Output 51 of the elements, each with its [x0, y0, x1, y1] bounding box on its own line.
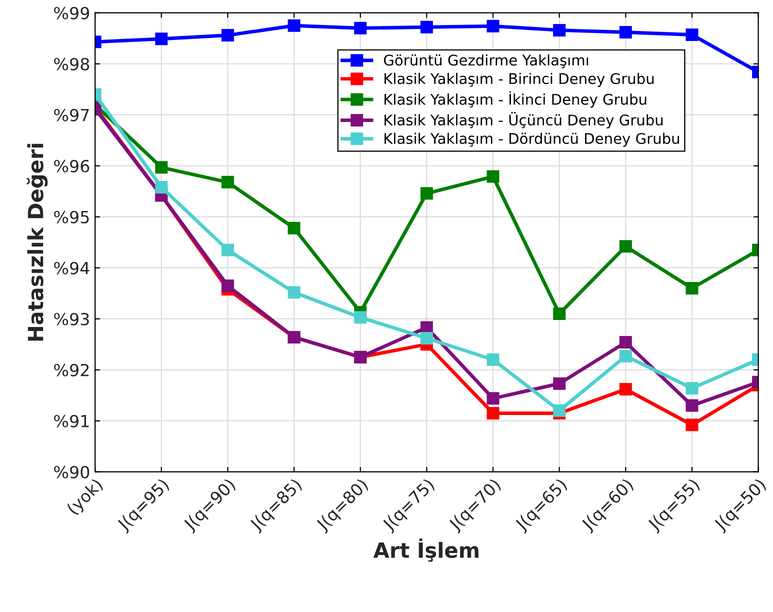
point — [288, 19, 300, 32]
point — [553, 308, 566, 320]
legend-label: Klasik Yaklaşım - Birinci Deney Grubu — [384, 72, 654, 87]
point — [686, 282, 698, 294]
point — [288, 222, 300, 234]
y-tick-label: %95 — [54, 210, 89, 224]
point — [486, 406, 500, 420]
point — [155, 161, 168, 174]
point — [486, 20, 500, 32]
point — [354, 22, 367, 34]
point — [221, 279, 234, 292]
point — [221, 29, 234, 42]
point — [354, 311, 367, 324]
y-tick-label: %93 — [54, 312, 89, 326]
point — [486, 392, 500, 405]
point — [686, 28, 698, 42]
point — [619, 240, 632, 253]
y-tick-label: %97 — [54, 108, 89, 122]
point — [686, 418, 698, 432]
legend-label: Klasik Yaklaşım - Üçüncü Deney Grubu — [384, 112, 663, 128]
point — [553, 24, 566, 36]
legend-label: Görüntü Gezdirme Yaklaşımı — [384, 54, 588, 68]
y-axis-title: Hatasızlık Değeri — [26, 144, 48, 341]
x-axis-title: Art İşlem — [373, 538, 478, 562]
point — [420, 20, 433, 34]
point — [155, 181, 168, 194]
point — [553, 377, 566, 390]
point — [486, 353, 500, 366]
point — [553, 404, 566, 417]
point — [686, 382, 698, 394]
point — [619, 350, 632, 362]
point — [486, 170, 500, 183]
y-tick-label: %98 — [54, 58, 90, 70]
point — [420, 332, 433, 344]
y-tick-label: %94 — [54, 262, 90, 274]
y-tick-label: %99 — [54, 6, 90, 20]
legend-label: Klasik Yaklaşım - İkinci Deney Grubu — [384, 91, 646, 108]
point — [288, 286, 300, 299]
point — [619, 336, 632, 349]
point — [420, 187, 433, 200]
point — [619, 382, 632, 396]
point — [221, 244, 234, 256]
y-tick-label: %90 — [54, 466, 90, 478]
y-tick-label: %91 — [54, 414, 89, 428]
point — [155, 32, 168, 46]
y-tick-label: %92 — [54, 364, 89, 376]
point — [686, 399, 698, 412]
legend-label: Klasik Yaklaşım - Dördüncü Deney Grubu — [384, 132, 680, 147]
y-tick-label: %96 — [54, 160, 90, 172]
point — [221, 176, 234, 188]
point — [619, 26, 632, 38]
